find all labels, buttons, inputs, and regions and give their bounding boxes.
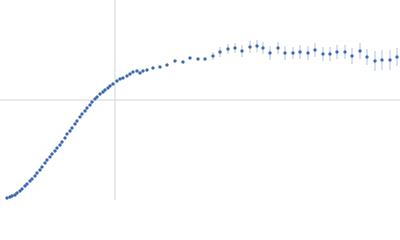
data-point <box>233 46 237 50</box>
data-point <box>173 59 177 63</box>
data-point <box>321 52 325 56</box>
data-point <box>68 129 72 133</box>
data-point <box>118 77 122 81</box>
data-point <box>33 174 37 178</box>
data-point <box>138 71 142 75</box>
data-point <box>125 74 129 78</box>
data-point <box>55 146 59 150</box>
data-point <box>75 119 79 123</box>
data-point <box>128 72 132 76</box>
data-point <box>65 132 69 136</box>
data-point <box>23 184 27 188</box>
data-point <box>111 82 115 86</box>
data-point <box>10 194 14 198</box>
data-point <box>135 69 139 73</box>
data-point <box>358 49 362 53</box>
data-point <box>95 95 99 99</box>
data-point <box>98 92 102 96</box>
data-point <box>306 51 310 55</box>
data-point <box>50 152 54 156</box>
data-point <box>283 51 287 55</box>
data-point <box>218 50 222 54</box>
data-point <box>85 106 89 110</box>
data-point <box>226 47 230 51</box>
data-point <box>58 143 62 147</box>
data-point <box>60 140 64 144</box>
data-point <box>30 177 34 181</box>
data-point <box>38 168 42 172</box>
data-point <box>248 45 252 49</box>
data-point <box>343 50 347 54</box>
data-point <box>13 193 17 197</box>
data-point <box>203 57 207 61</box>
data-point <box>101 90 105 94</box>
data-point <box>93 97 97 101</box>
data-point <box>43 161 47 165</box>
data-point <box>145 68 149 72</box>
data-point <box>196 57 200 61</box>
data-point <box>90 100 94 104</box>
plot-area <box>5 40 399 200</box>
data-point <box>20 187 24 191</box>
data-point <box>80 112 84 116</box>
data-point <box>395 55 399 59</box>
data-point <box>335 50 339 54</box>
data-point <box>165 63 169 67</box>
data-point <box>78 115 82 119</box>
data-point <box>380 58 384 62</box>
data-point <box>88 103 92 107</box>
data-point <box>298 50 302 54</box>
data-point <box>350 54 354 58</box>
data-point <box>115 79 119 83</box>
data-point <box>261 46 265 50</box>
data-point <box>388 58 392 62</box>
page: {"chart_data": {"type": "scatter", "colo… <box>0 0 400 200</box>
data-point <box>18 189 22 193</box>
data-point <box>83 109 87 113</box>
data-point <box>73 122 77 126</box>
data-point <box>158 65 162 69</box>
data-point <box>141 69 145 73</box>
data-point <box>70 126 74 130</box>
data-point <box>313 48 317 52</box>
data-point <box>5 196 9 200</box>
data-point <box>45 158 49 162</box>
data-point <box>121 76 125 80</box>
data-point <box>131 70 135 74</box>
data-point <box>181 60 185 64</box>
data-point <box>151 66 155 70</box>
data-point <box>328 52 332 56</box>
data-point <box>365 55 369 59</box>
data-point <box>211 54 215 58</box>
data-point <box>35 171 39 175</box>
data-point <box>255 44 259 48</box>
data-point <box>291 51 295 55</box>
chart <box>0 0 400 200</box>
data-point <box>48 155 52 159</box>
data-point <box>373 59 377 63</box>
data-point <box>240 49 244 53</box>
data-point <box>276 46 280 50</box>
data-point <box>188 56 192 60</box>
data-point <box>53 149 57 153</box>
data-point <box>63 136 67 140</box>
data-point <box>108 84 112 88</box>
data-point <box>15 191 19 195</box>
data-point <box>103 88 107 92</box>
data-point <box>40 165 44 169</box>
data-point <box>25 182 29 186</box>
data-point <box>268 51 272 55</box>
data-point <box>28 179 32 183</box>
data-point <box>106 86 110 90</box>
